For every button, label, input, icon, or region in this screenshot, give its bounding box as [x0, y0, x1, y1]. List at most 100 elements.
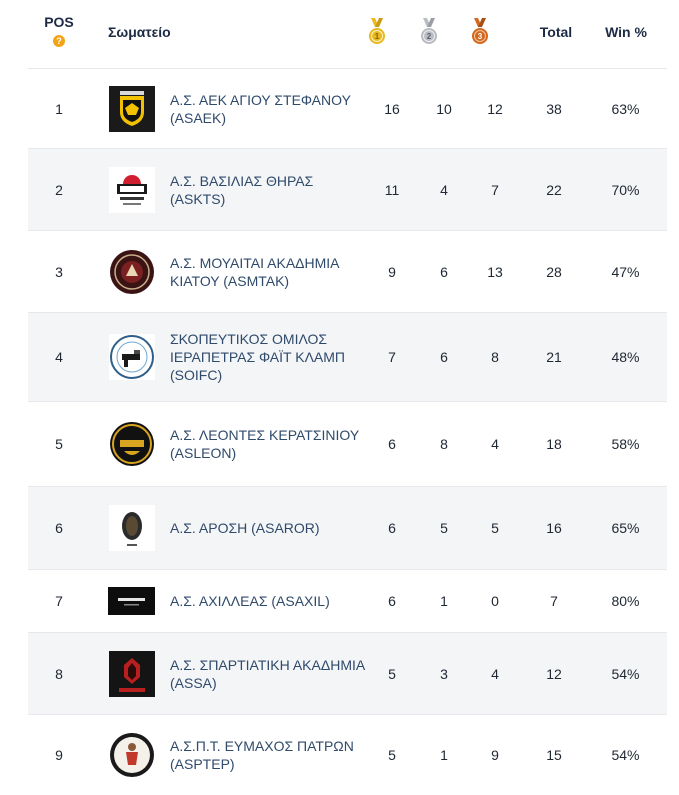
table-row[interactable]: 6 Α.Σ. ΑΡΟΣΗ (ASAROR) 6 5 5 16 65% [28, 487, 667, 570]
club-logo[interactable] [108, 570, 155, 632]
gold-count: 6 [388, 520, 396, 536]
table-row[interactable]: 7 Α.Σ. ΑΧΙΛΛΕΑΣ (ASAXIL) 6 1 0 7 80% [28, 570, 667, 633]
bronze-count: 8 [491, 349, 499, 365]
bronze-medal-number: 3 [478, 32, 483, 41]
win-percent: 70% [611, 181, 640, 198]
club-logo[interactable] [108, 69, 155, 148]
table-row[interactable]: 2 Α.Σ. ΒΑΣΙΛΙΑΣ ΘΗΡΑΣ (ASKTS) 11 4 7 22 … [28, 149, 667, 231]
help-icon[interactable]: ? [53, 35, 65, 47]
table-row[interactable]: 4 ΣΚΟΠΕΥΤΙΚΟΣ ΟΜΙΛΟΣ ΙΕΡΑΠΕΤΡΑΣ ΦΑΪΤ ΚΛΑ… [28, 313, 667, 402]
gold-count: 11 [384, 181, 400, 198]
arosi-logo-icon [108, 505, 155, 551]
total-count: 16 [546, 520, 562, 536]
win-percent: 80% [611, 593, 640, 609]
eymachos-logo-icon [108, 732, 155, 778]
kteam-logo-icon [108, 166, 155, 213]
leontes-logo-icon [108, 421, 155, 467]
silver-count: 8 [440, 436, 448, 452]
club-logo[interactable] [108, 487, 155, 569]
row-pos: 8 [55, 665, 63, 682]
row-pos: 7 [55, 593, 63, 609]
club-name[interactable]: Α.Σ. ΑΕΚ ΑΓΙΟΥ ΣΤΕΦΑΝΟΥ (ASAEK) [170, 91, 351, 126]
win-percent: 47% [611, 263, 640, 280]
silver-medal-number: 2 [427, 32, 432, 41]
bronze-count: 13 [487, 263, 503, 280]
bronze-count: 0 [491, 593, 499, 609]
row-pos: 5 [55, 436, 63, 452]
club-name[interactable]: Α.Σ. ΛΕΟΝΤΕΣ ΚΕΡΑΤΣΙΝΙΟΥ (ASLEON) [170, 427, 359, 461]
win-percent: 48% [611, 349, 640, 365]
row-pos: 2 [55, 181, 63, 198]
total-count: 22 [546, 181, 562, 198]
silver-count: 1 [440, 747, 448, 763]
club-logo[interactable] [108, 633, 155, 714]
header-pos-label: POS [44, 14, 74, 30]
total-count: 18 [546, 436, 562, 452]
club-logo[interactable] [108, 715, 155, 795]
total-count: 28 [546, 263, 562, 280]
club-name[interactable]: Α.Σ. ΣΠΑΡΤΙΑΤΙΚΗ ΑΚΑΔΗΜΙΑ (ASSA) [170, 656, 365, 691]
club-name[interactable]: Α.Σ.Π.Τ. ΕΥΜΑΧΟΣ ΠΑΤΡΩΝ (ASPTEP) [170, 738, 354, 772]
silver-count: 6 [440, 349, 448, 365]
row-pos: 1 [55, 100, 63, 117]
win-percent: 54% [611, 665, 640, 682]
gold-medal-icon[interactable]: 1 [367, 18, 387, 46]
club-name[interactable]: Α.Σ. ΑΧΙΛΛΕΑΣ (ASAXIL) [170, 593, 330, 609]
table-header: POS ? Σωματείο 1 2 3 Total Win % [28, 0, 667, 69]
total-count: 15 [546, 747, 562, 763]
silver-count: 1 [440, 593, 448, 609]
row-pos: 4 [55, 349, 63, 365]
header-club[interactable]: Σωματείο [108, 24, 171, 40]
shooting-club-logo-icon [108, 334, 155, 380]
row-pos: 9 [55, 747, 63, 763]
medal-table: POS ? Σωματείο 1 2 3 Total Win % [28, 0, 667, 795]
gold-count: 6 [388, 436, 396, 452]
achilleas-logo-icon [108, 587, 155, 615]
silver-count: 5 [440, 520, 448, 536]
total-count: 38 [546, 100, 562, 117]
aek-logo-icon [108, 85, 155, 132]
bronze-count: 5 [491, 520, 499, 536]
club-logo[interactable] [108, 402, 155, 486]
bronze-count: 4 [491, 436, 499, 452]
bronze-medal-icon[interactable]: 3 [470, 18, 490, 46]
row-pos: 3 [55, 263, 63, 280]
total-count: 7 [550, 593, 558, 609]
table-row[interactable]: 9 Α.Σ.Π.Τ. ΕΥΜΑΧΟΣ ΠΑΤΡΩΝ (ASPTEP) 5 1 9… [28, 715, 667, 795]
silver-count: 3 [440, 665, 448, 682]
bronze-count: 4 [491, 665, 499, 682]
gold-count: 16 [384, 100, 400, 117]
club-name[interactable]: Α.Σ. ΒΑΣΙΛΙΑΣ ΘΗΡΑΣ (ASKTS) [170, 172, 314, 207]
win-percent: 65% [611, 520, 640, 536]
spartan-logo-icon [108, 650, 155, 697]
total-count: 12 [546, 665, 562, 682]
gold-count: 6 [388, 593, 396, 609]
table-row[interactable]: 3 Α.Σ. ΜΟΥΑΙΤΑΙ ΑΚΑΔΗΜΙΑ ΚΙΑΤΟΥ (ASMTAK)… [28, 231, 667, 313]
bronze-count: 9 [491, 747, 499, 763]
table-row[interactable]: 5 Α.Σ. ΛΕΟΝΤΕΣ ΚΕΡΑΤΣΙΝΙΟΥ (ASLEON) 6 8 … [28, 402, 667, 487]
bronze-count: 12 [487, 100, 503, 117]
club-logo[interactable] [108, 313, 155, 401]
silver-count: 6 [440, 263, 448, 280]
table-row[interactable]: 1 Α.Σ. ΑΕΚ ΑΓΙΟΥ ΣΤΕΦΑΝΟΥ (ASAEK) 16 10 … [28, 69, 667, 149]
gold-count: 9 [388, 263, 396, 280]
header-win[interactable]: Win % [605, 24, 647, 40]
table-row[interactable]: 8 Α.Σ. ΣΠΑΡΤΙΑΤΙΚΗ ΑΚΑΔΗΜΙΑ (ASSA) 5 3 4… [28, 633, 667, 715]
club-logo[interactable] [108, 149, 155, 230]
club-name[interactable]: Α.Σ. ΑΡΟΣΗ (ASAROR) [170, 520, 320, 536]
gold-count: 7 [388, 349, 396, 365]
muaythai-kiato-logo-icon [108, 248, 155, 295]
header-pos[interactable]: POS ? [28, 14, 90, 47]
silver-medal-icon[interactable]: 2 [419, 18, 439, 46]
club-name[interactable]: Α.Σ. ΜΟΥΑΙΤΑΙ ΑΚΑΔΗΜΙΑ ΚΙΑΤΟΥ (ASMTAK) [170, 254, 339, 289]
row-pos: 6 [55, 520, 63, 536]
club-logo[interactable] [108, 231, 155, 312]
win-percent: 58% [611, 436, 640, 452]
bronze-count: 7 [491, 181, 499, 198]
win-percent: 54% [611, 747, 640, 763]
club-name[interactable]: ΣΚΟΠΕΥΤΙΚΟΣ ΟΜΙΛΟΣ ΙΕΡΑΠΕΤΡΑΣ ΦΑΪΤ ΚΛΑΜΠ… [170, 331, 346, 383]
win-percent: 63% [611, 100, 640, 117]
header-total[interactable]: Total [539, 24, 573, 40]
silver-count: 4 [440, 181, 448, 198]
gold-medal-number: 1 [375, 32, 380, 41]
